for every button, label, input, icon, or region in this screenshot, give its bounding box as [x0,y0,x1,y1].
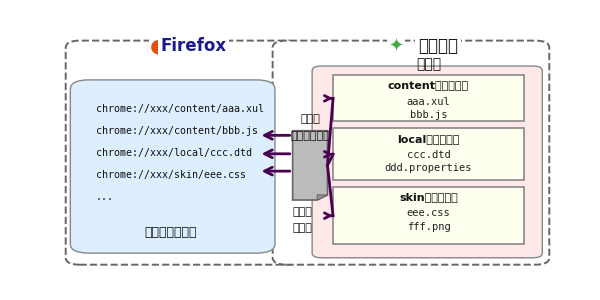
Text: ddd.properties: ddd.properties [385,164,472,173]
Text: 特権付きで動作: 特権付きで動作 [144,226,197,239]
Text: クロム: クロム [293,207,313,217]
Text: chrome://xxx/content/aaa.xul: chrome://xxx/content/aaa.xul [96,104,264,114]
Bar [333,187,524,244]
Text: ●: ● [150,37,167,56]
Text: マニフェスト: マニフェスト [290,131,330,142]
FancyBboxPatch shape [70,80,275,253]
FancyBboxPatch shape [272,40,550,265]
Text: ccc.dtd: ccc.dtd [407,150,450,160]
FancyBboxPatch shape [66,40,301,265]
FancyBboxPatch shape [312,66,542,258]
Text: chrome://xxx/content/bbb.js: chrome://xxx/content/bbb.js [96,126,258,136]
Text: skinパッケージ: skinパッケージ [399,192,458,202]
Polygon shape [293,131,328,200]
Text: chrome://xxx/local/ccc.dtd: chrome://xxx/local/ccc.dtd [96,148,252,158]
Text: eee.css: eee.css [407,208,450,218]
Bar [333,128,524,180]
Text: chrome://xxx/skin/eee.css: chrome://xxx/skin/eee.css [96,169,246,180]
Text: ✦: ✦ [388,38,403,56]
Text: Firefox: Firefox [161,38,227,56]
Text: 拡張機能: 拡張機能 [418,38,458,56]
Polygon shape [317,195,328,200]
Text: contentパッケージ: contentパッケージ [388,81,469,91]
Text: bbb.js: bbb.js [410,110,447,120]
Text: aaa.xul: aaa.xul [407,97,450,107]
Bar [333,75,524,122]
Text: fff.png: fff.png [407,222,450,232]
Text: クロム: クロム [416,57,441,71]
Text: localパッケージ: localパッケージ [397,134,460,144]
Text: の登録: の登録 [293,223,313,233]
Text: ...: ... [96,191,114,202]
Text: クロム: クロム [301,114,320,124]
